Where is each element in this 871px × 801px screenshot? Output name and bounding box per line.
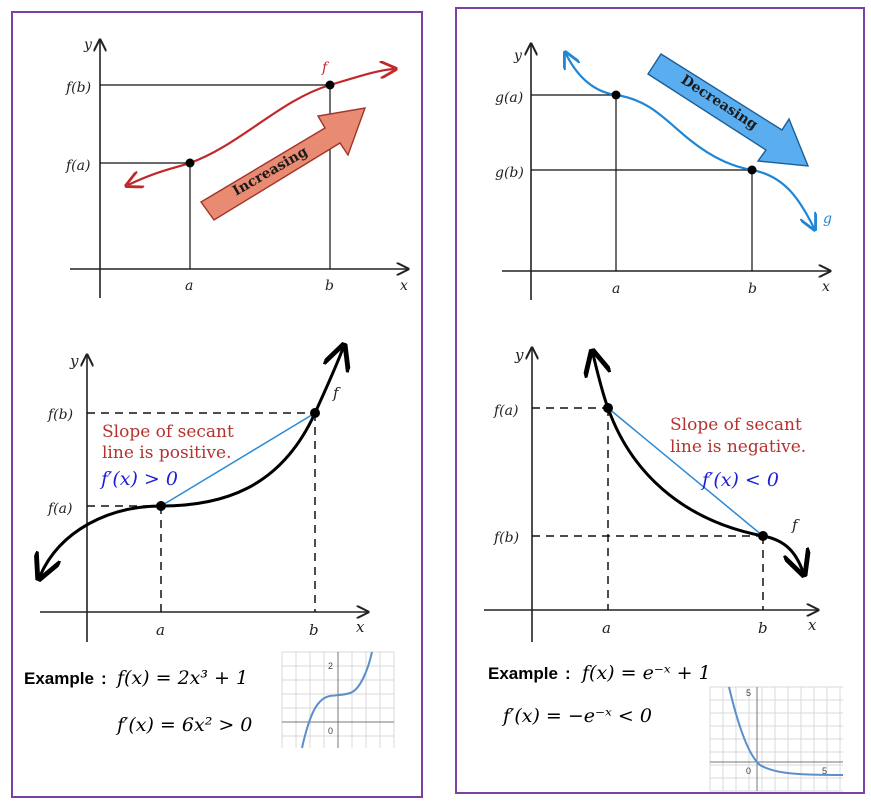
ga-label: g(a) (495, 90, 523, 106)
mini-tick-origin: 0 (328, 726, 333, 736)
fb-label: f(b) (47, 407, 73, 423)
x-axis-label: x (808, 616, 817, 634)
tick-a-label: a (185, 278, 193, 294)
mini-plot-exponential: 5 0 5 (709, 686, 844, 792)
decay-curve (593, 354, 803, 572)
mini-tick-top: 2 (328, 661, 333, 671)
example-colon: : (565, 664, 571, 683)
derivative-negative: f′(x) < 0 (700, 469, 779, 491)
x-axis-label: x (400, 278, 408, 294)
y-axis-label: y (83, 37, 93, 53)
tick-b-label: b (309, 621, 319, 639)
positive-secant-graph: y x f(a) f(b) a b f Slope of secant line… (40, 348, 368, 642)
decreasing-arrow-text: Decreasing (678, 72, 761, 134)
example-left: Example : f(x) = 2x³ + 1 f′(x) = 6x² > 0… (24, 651, 395, 749)
note-line-1: Slope of secant (102, 422, 234, 442)
example-right: Example : f(x) = e⁻ˣ + 1 f′(x) = −e⁻ˣ < … (488, 662, 844, 792)
example-label: Example (488, 664, 558, 683)
point-b (310, 408, 320, 418)
x-axis-label: x (822, 279, 830, 295)
x-axis-label: x (356, 618, 365, 636)
fb-label: f(b) (65, 80, 91, 96)
point-a (603, 403, 613, 413)
point-a (185, 158, 195, 168)
point-b (747, 165, 757, 175)
example-derivative: f′(x) = 6x² > 0 (115, 714, 252, 736)
example-function: f(x) = e⁻ˣ + 1 (580, 662, 711, 684)
y-axis-label: y (513, 48, 523, 64)
tick-b-label: b (325, 278, 334, 294)
example-derivative: f′(x) = −e⁻ˣ < 0 (501, 705, 652, 727)
derivative-positive: f′(x) > 0 (99, 468, 178, 490)
decreasing-curve (566, 54, 814, 228)
increasing-curve (128, 69, 394, 185)
y-axis-label: y (69, 352, 79, 370)
fa-label: f(a) (47, 501, 72, 517)
point-b (325, 80, 335, 90)
y-axis-label: y (514, 346, 524, 364)
mini-plot-cubic: 2 0 (281, 651, 395, 749)
curve-name-g: g (823, 211, 832, 227)
tick-a-label: a (612, 281, 620, 297)
curve-name-f: f (321, 60, 330, 76)
tick-a-label: a (156, 621, 165, 639)
tick-b-label: b (758, 619, 768, 637)
fa-label: f(a) (493, 403, 518, 419)
mini-exp-curve (728, 686, 844, 776)
mini-tick-origin: 0 (746, 766, 751, 776)
curve-name-f: f (791, 516, 800, 534)
point-a (156, 501, 166, 511)
fa-label: f(a) (65, 158, 90, 174)
tick-b-label: b (748, 281, 757, 297)
mini-tick-top: 5 (746, 688, 751, 698)
example-function: f(x) = 2x³ + 1 (115, 667, 248, 689)
point-a (611, 90, 621, 100)
cubic-curve (40, 348, 343, 576)
increasing-graph: y x f(a) f(b) a b Increasing f (65, 37, 408, 298)
negative-secant-graph: y x f(a) f(b) a b f Slope of secant line… (484, 346, 818, 642)
decreasing-graph: y x g(a) g(b) a b Decreasing g (495, 44, 832, 300)
note-line-2: line is negative. (670, 437, 806, 457)
note-line-1: Slope of secant (670, 415, 802, 435)
gb-label: g(b) (495, 165, 524, 181)
fb-label: f(b) (493, 530, 519, 546)
tick-a-label: a (602, 619, 611, 637)
point-b (758, 531, 768, 541)
mini-tick-right: 5 (822, 766, 827, 776)
curve-name-f: f (332, 384, 341, 402)
note-line-2: line is positive. (102, 443, 231, 463)
mini-cubic-curve (301, 651, 373, 749)
increasing-arrow-text: Increasing (230, 144, 311, 200)
example-colon: : (101, 669, 107, 688)
example-label: Example (24, 669, 94, 688)
